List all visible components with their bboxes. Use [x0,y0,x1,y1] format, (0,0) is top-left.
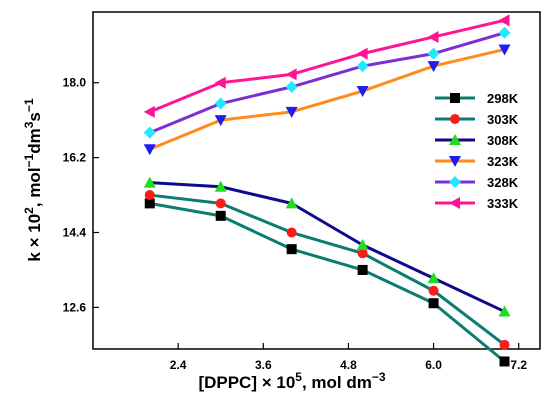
data-point [499,356,510,367]
legend-item: 333K [435,196,519,211]
series-298K [144,198,510,367]
series-layer [143,14,511,367]
data-point [143,176,156,188]
series-line [149,181,506,313]
legend-marker [449,156,461,167]
legend-marker [449,176,461,188]
y-tick-label: 14.4 [63,226,87,240]
data-point [356,47,368,60]
legend: 298K 303K 308K 323K 328K 333K [435,91,519,211]
legend-label: 303K [487,112,519,127]
series-line [149,31,505,135]
data-point [356,60,369,73]
data-point [214,180,227,192]
data-point [285,80,298,93]
legend-item: 303K [435,112,519,127]
data-point [356,86,369,98]
y-tick-label: 12.6 [63,300,87,314]
data-point [285,197,298,209]
data-point [427,272,440,284]
legend-label: 298K [487,91,519,106]
x-tick-label: 6.0 [425,358,442,372]
data-point [215,198,226,209]
series-line [149,201,506,363]
data-point [144,198,155,209]
x-tick-label: 7.2 [510,358,527,372]
data-point [498,14,510,27]
series-333K [143,14,510,118]
data-point [356,238,369,250]
legend-item: 298K [435,91,519,106]
legend-marker [450,93,460,103]
series-323K [143,44,511,156]
y-tick-label: 16.2 [63,151,87,165]
data-point [428,298,439,309]
data-point [285,68,297,81]
data-point [143,126,156,139]
data-point [498,26,511,39]
plot-frame [92,11,541,350]
series-line [149,18,505,114]
y-axis-title: k × 102, mol−1dm3s−1 [22,98,44,261]
data-point [214,97,227,110]
x-tick-label: 2.4 [170,358,187,372]
data-point [428,285,439,296]
data-point [143,144,156,156]
legend-label: 333K [487,196,519,211]
data-point [427,30,439,43]
data-point [214,76,226,89]
data-point [285,106,298,118]
legend-label: 308K [487,133,519,148]
series-308K [143,176,511,317]
x-axis-title: [DPPC] × 105, mol dm−3 [198,370,385,392]
data-point [498,305,511,317]
data-point [215,210,226,221]
legend-item: 323K [435,154,519,169]
data-point [357,264,368,275]
legend-marker [450,114,460,124]
axis-ticks: 2.4 3.6 4.8 6.0 7.2 12.6 14.4 16.2 18.0 [63,76,528,372]
data-point [214,115,227,127]
x-tick-label: 3.6 [255,358,272,372]
series-328K [143,26,511,139]
data-point [427,61,440,73]
legend-item: 308K [435,133,519,148]
data-point [286,227,297,238]
legend-marker [449,134,461,145]
data-point [499,339,510,350]
data-point [498,44,511,56]
data-point [427,47,440,60]
data-point [143,105,155,118]
legend-marker [449,197,460,209]
legend-label: 328K [487,175,519,190]
x-tick-label: 4.8 [340,358,357,372]
data-point [357,248,368,259]
legend-item: 328K [435,175,519,190]
legend-label: 323K [487,154,519,169]
series-line [149,193,506,347]
y-tick-label: 18.0 [63,76,87,90]
series-303K [144,190,510,350]
series-line [149,47,505,151]
data-point [144,190,155,201]
data-point [286,244,297,255]
